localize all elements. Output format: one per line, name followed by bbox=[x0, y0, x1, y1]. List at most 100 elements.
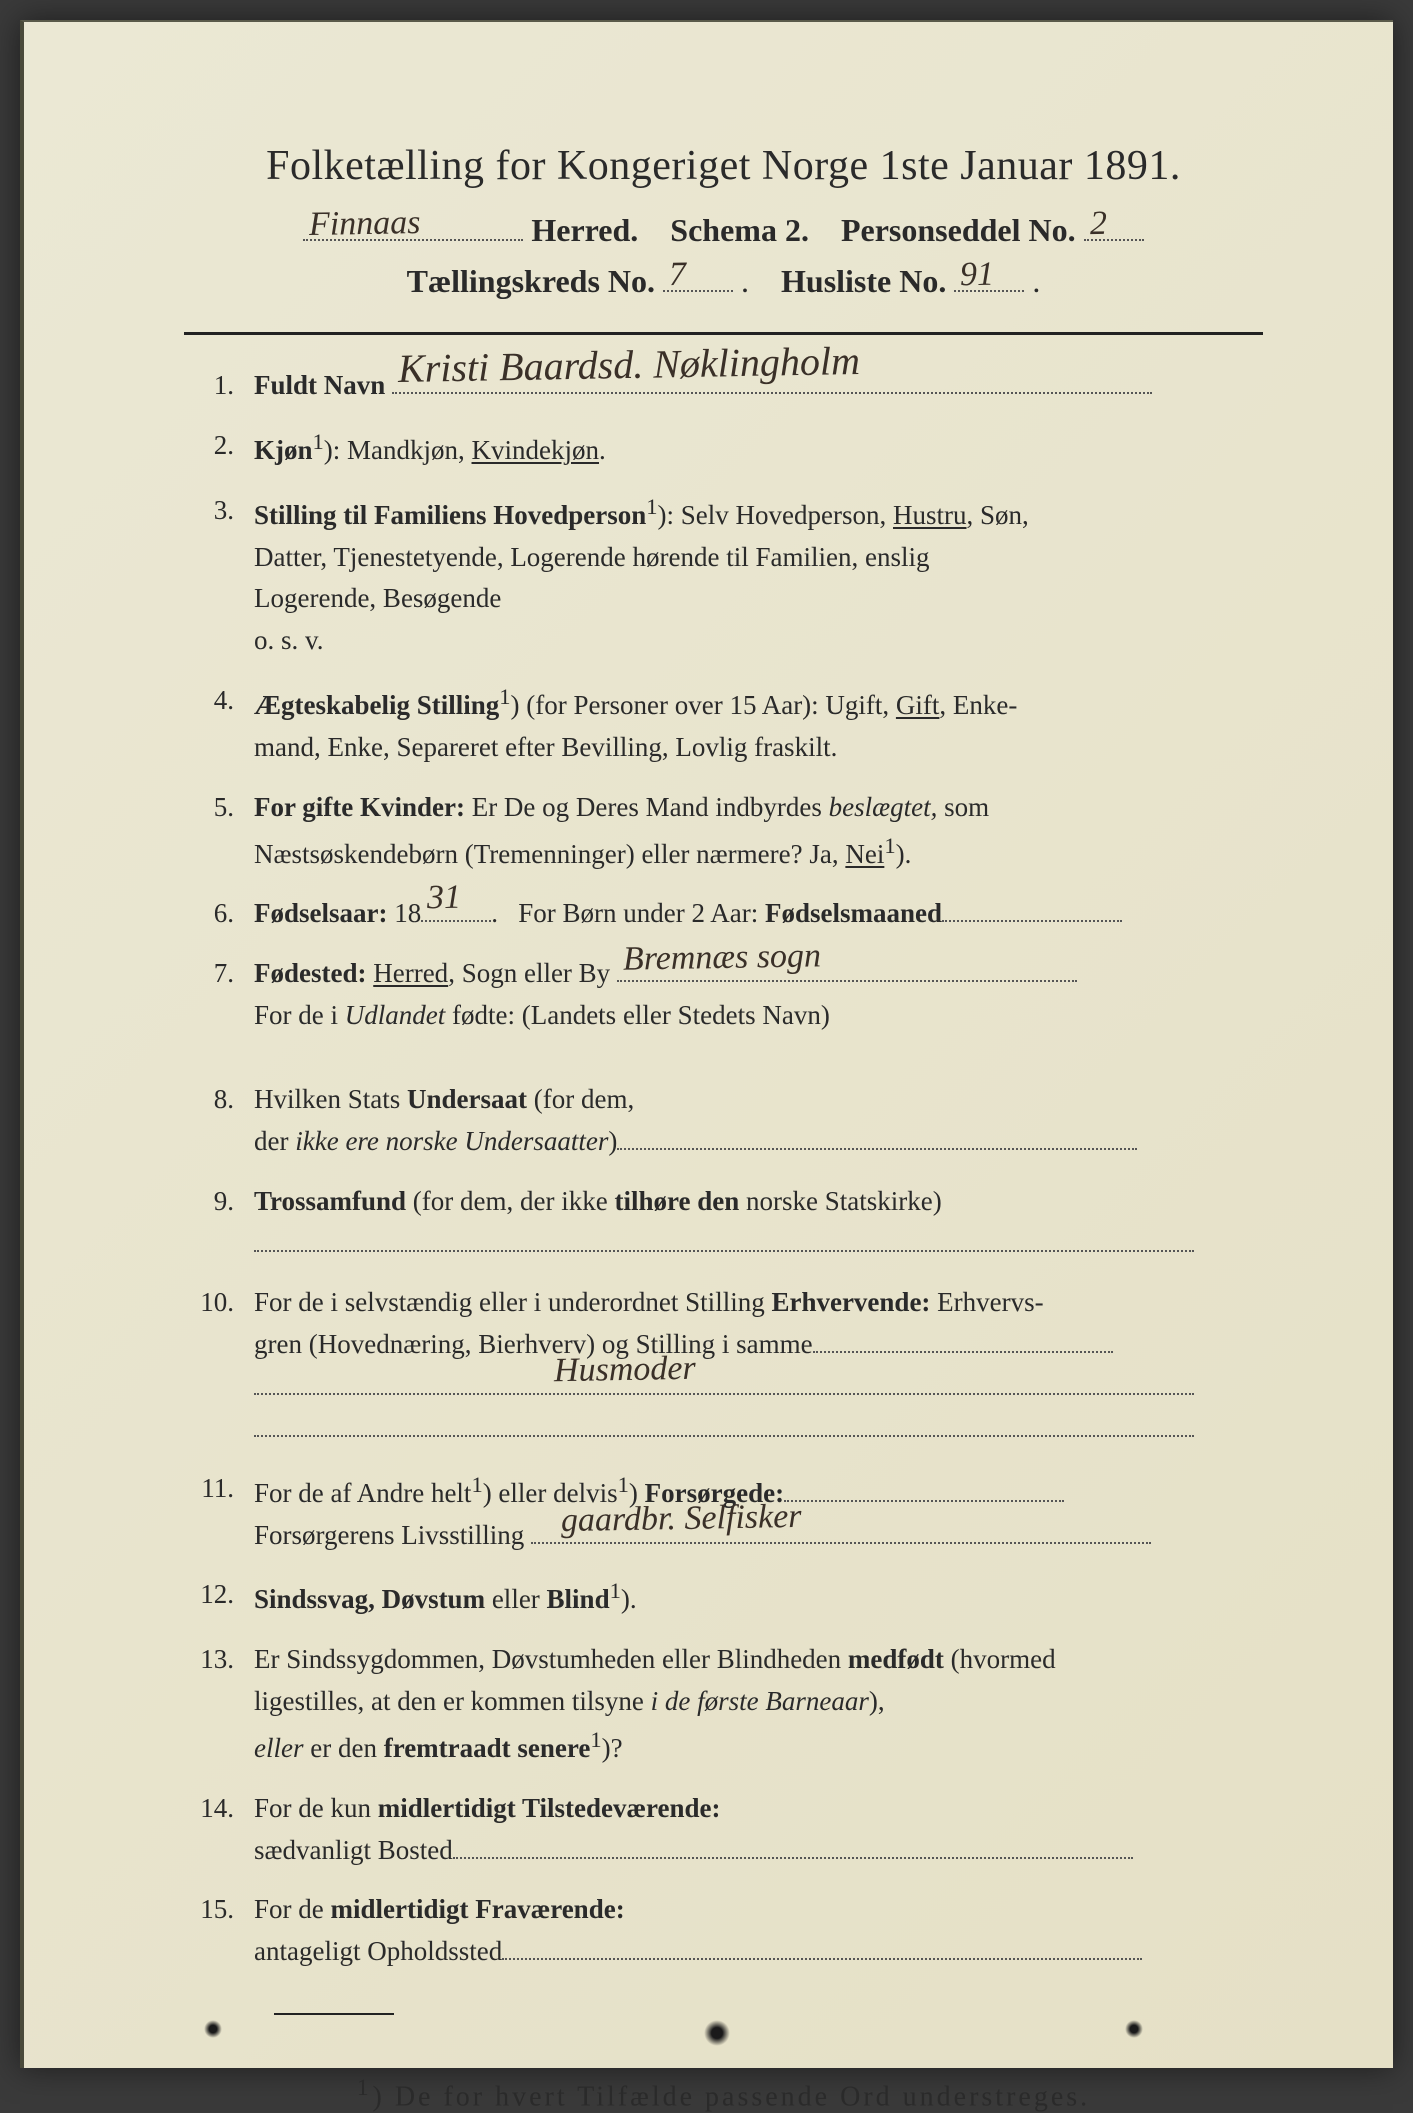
item-body: Hvilken Stats Undersaat (for dem, der ik… bbox=[254, 1079, 1263, 1163]
item-num: 6. bbox=[184, 893, 254, 935]
item-body: Fuldt Navn Kristi Baardsd. Nøklingholm bbox=[254, 365, 1263, 407]
sup2: 1 bbox=[884, 833, 895, 858]
herred-field: Finnaas bbox=[303, 239, 523, 241]
item-num: 3. bbox=[184, 490, 254, 662]
form-items: 1. Fuldt Navn Kristi Baardsd. Nøklinghol… bbox=[184, 365, 1263, 1973]
opholds-field bbox=[502, 1958, 1142, 1960]
personseddel-field: 2 bbox=[1084, 239, 1144, 241]
sup: 1 bbox=[610, 1578, 621, 1603]
l2: gren (Hovednæring, Bierhverv) og Stillin… bbox=[254, 1329, 813, 1359]
footnote: 1) De for hvert Tilfælde passende Ord un… bbox=[184, 2075, 1263, 2113]
l2a: Næstsøskendebørn (Tremenninger) eller næ… bbox=[254, 839, 845, 869]
item-1: 1. Fuldt Navn Kristi Baardsd. Nøklinghol… bbox=[184, 365, 1263, 407]
line2: sædvanligt Bosted bbox=[254, 1830, 1263, 1872]
item-4: 4. Ægteskabelig Stilling1) (for Personer… bbox=[184, 680, 1263, 769]
schema-label: Schema 2. bbox=[670, 212, 809, 248]
item-body: Kjøn1): Mandkjøn, Kvindekjøn. bbox=[254, 425, 1263, 472]
item-body: Stilling til Familiens Hovedperson1): Se… bbox=[254, 490, 1263, 662]
item-num: 11. bbox=[184, 1468, 254, 1557]
item-body: Ægteskabelig Stilling1) (for Personer ov… bbox=[254, 680, 1263, 769]
sogn-field: Bremnæs sogn bbox=[617, 980, 1077, 982]
line2: gren (Hovednæring, Bierhverv) og Stillin… bbox=[254, 1324, 1263, 1366]
line2: ligestilles, at den er kommen tilsyne i … bbox=[254, 1681, 1263, 1723]
herred-handwritten: Finnaas bbox=[309, 204, 421, 244]
t2: (hvormed bbox=[944, 1644, 1056, 1674]
item-body: Sindssvag, Døvstum eller Blind1). bbox=[254, 1574, 1263, 1621]
item-15: 15. For de midlertidigt Fraværende: anta… bbox=[184, 1889, 1263, 1973]
label: Trossamfund bbox=[254, 1186, 406, 1216]
label: Erhvervende: bbox=[771, 1287, 930, 1317]
husliste-value: 91 bbox=[960, 256, 995, 295]
item-num: 9. bbox=[184, 1181, 254, 1265]
item-6: 6. Fødselsaar: 1831. For Børn under 2 Aa… bbox=[184, 893, 1263, 935]
sup: 1 bbox=[499, 684, 510, 709]
t2: For Børn under 2 Aar: bbox=[511, 898, 764, 928]
item-num: 10. bbox=[184, 1282, 254, 1449]
line3: eller er den fremtraadt senere1)? bbox=[254, 1723, 1263, 1770]
item-body: Er Sindssygdommen, Døvstumheden eller Bl… bbox=[254, 1639, 1263, 1770]
label: Ægteskabelig Stilling bbox=[254, 690, 499, 720]
ink-blot-icon bbox=[204, 2020, 222, 2038]
item-10: 10. For de i selvstændig eller i underor… bbox=[184, 1282, 1263, 1449]
l2b: ), bbox=[869, 1686, 885, 1716]
t1: For de af Andre helt bbox=[254, 1478, 471, 1508]
item-num: 1. bbox=[184, 365, 254, 407]
erhv-hand: Husmoder bbox=[554, 1343, 697, 1398]
label: Fødested: bbox=[254, 958, 366, 988]
line2: For de i Udlandet fødte: (Landets eller … bbox=[254, 995, 1263, 1037]
t1: eller bbox=[492, 1584, 547, 1614]
item-14: 14. For de kun midlertidigt Tilstedevære… bbox=[184, 1788, 1263, 1872]
t1: (for dem, der ikke bbox=[406, 1186, 614, 1216]
b1: tilhøre den bbox=[614, 1186, 739, 1216]
ital2: i de første Barneaar bbox=[651, 1686, 869, 1716]
item-body: Trossamfund (for dem, der ikke tilhøre d… bbox=[254, 1181, 1263, 1265]
label: Sindssvag, Døvstum bbox=[254, 1584, 492, 1614]
udlandet: Udlandet bbox=[345, 1000, 446, 1030]
text: ): Mandkjøn, bbox=[324, 435, 472, 465]
label2: Blind bbox=[547, 1584, 610, 1614]
t2: som bbox=[937, 792, 989, 822]
herred-label: Herred. bbox=[531, 212, 638, 248]
t2: , Enke- bbox=[939, 690, 1017, 720]
l2b: ) bbox=[608, 1126, 617, 1156]
husliste-label: Husliste No. bbox=[781, 263, 946, 299]
item-num: 2. bbox=[184, 425, 254, 472]
label: Kjøn bbox=[254, 435, 313, 465]
t2: Erhvervs- bbox=[930, 1287, 1043, 1317]
beslaegtet: beslægtet, bbox=[829, 792, 938, 822]
name-field: Kristi Baardsd. Nøklingholm bbox=[392, 392, 1152, 394]
t1: Er De og Deres Mand indbyrdes bbox=[465, 792, 829, 822]
line3: Logerende, Besøgende bbox=[254, 578, 1263, 620]
item-num: 8. bbox=[184, 1079, 254, 1163]
line2: der ikke ere norske Undersaatter) bbox=[254, 1121, 1263, 1163]
item-num: 5. bbox=[184, 787, 254, 876]
footnote-rule bbox=[274, 2013, 394, 2015]
item-9: 9. Trossamfund (for dem, der ikke tilhør… bbox=[184, 1181, 1263, 1265]
bosted-field bbox=[453, 1857, 1133, 1859]
label: For gifte Kvinder: bbox=[254, 792, 465, 822]
sup: 1 bbox=[313, 429, 324, 454]
ink-blot-icon bbox=[704, 2020, 730, 2046]
kvindekjon: Kvindekjøn bbox=[472, 435, 600, 465]
item-3: 3. Stilling til Familiens Hovedperson1):… bbox=[184, 490, 1263, 662]
t1: Er Sindssygdommen, Døvstumheden eller Bl… bbox=[254, 1644, 848, 1674]
t2: , Søn, bbox=[967, 500, 1029, 530]
erhv-field1 bbox=[813, 1351, 1113, 1353]
fors-hand: gaardbr. Selfisker bbox=[561, 1491, 802, 1548]
t2: (for dem, bbox=[527, 1084, 634, 1114]
tail2: ). bbox=[896, 839, 912, 869]
item-num: 4. bbox=[184, 680, 254, 769]
l2a: der bbox=[254, 1126, 295, 1156]
label: midlertidigt Fraværende: bbox=[331, 1894, 625, 1924]
label: medfødt bbox=[848, 1644, 944, 1674]
l3b: er den bbox=[303, 1733, 383, 1763]
month-field bbox=[942, 920, 1122, 922]
item-body: For de midlertidigt Fraværende: antageli… bbox=[254, 1889, 1263, 1973]
item-body: For de kun midlertidigt Tilstedeværende:… bbox=[254, 1788, 1263, 1872]
t2: norske Statskirke) bbox=[739, 1186, 941, 1216]
label2: Fødselsmaaned bbox=[765, 898, 942, 928]
item-body: For de af Andre helt1) eller delvis1) Fo… bbox=[254, 1468, 1263, 1557]
hustru: Hustru bbox=[893, 500, 967, 530]
line2: antageligt Opholdssted bbox=[254, 1931, 1263, 1973]
item-5: 5. For gifte Kvinder: Er De og Deres Man… bbox=[184, 787, 1263, 876]
